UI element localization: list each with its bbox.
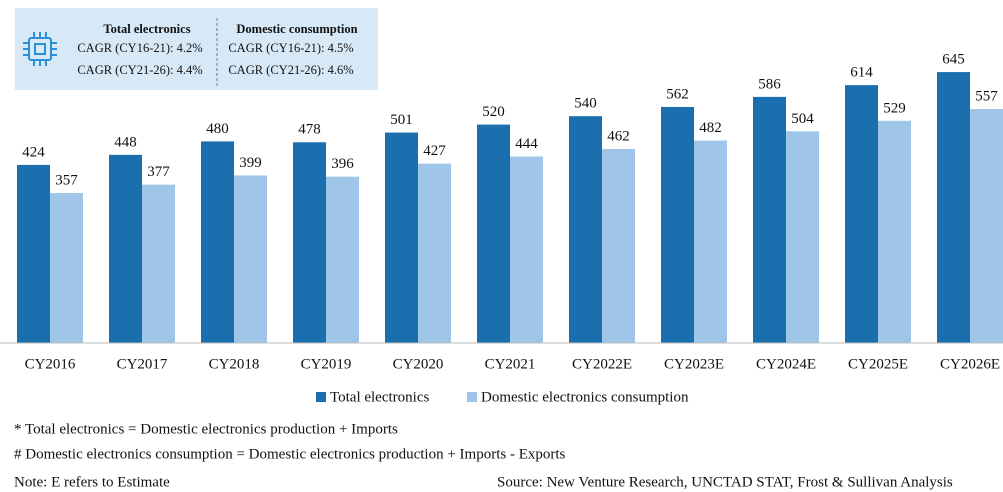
legend-swatch — [467, 392, 477, 402]
source: Source: New Venture Research, UNCTAD STA… — [497, 474, 953, 490]
bar — [50, 193, 83, 343]
x-tick-label: CY2023E — [664, 356, 724, 372]
bar — [937, 72, 970, 343]
cagr-line: CAGR (CY16-21): 4.5% — [228, 41, 353, 55]
value-label: 480 — [206, 121, 229, 137]
x-tick-label: CY2016 — [25, 356, 76, 372]
value-label: 614 — [850, 65, 873, 81]
value-label: 645 — [942, 52, 965, 68]
box-heading: Total electronics — [103, 22, 190, 36]
value-label: 529 — [883, 100, 906, 116]
x-tick-label: CY2019 — [301, 356, 352, 372]
chip-icon — [23, 32, 57, 66]
value-label: 427 — [423, 143, 446, 159]
value-label: 562 — [666, 86, 689, 102]
legend-label: Total electronics — [330, 389, 429, 405]
value-label: 462 — [607, 128, 630, 144]
bar — [234, 175, 267, 343]
bar — [569, 116, 602, 343]
bar — [694, 140, 727, 343]
bar — [477, 124, 510, 343]
bar — [418, 163, 451, 343]
value-label: 482 — [699, 120, 722, 136]
legend-label: Domestic electronics consumption — [481, 389, 689, 405]
bar — [878, 120, 911, 343]
value-label: 586 — [758, 76, 781, 92]
cagr-box: Total electronics CAGR (CY16-21): 4.2% C… — [15, 8, 378, 90]
value-label: 501 — [390, 112, 413, 128]
value-label: 444 — [515, 136, 538, 152]
bar — [602, 148, 635, 343]
bar — [17, 164, 50, 343]
cagr-line: CAGR (CY16-21): 4.2% — [77, 41, 202, 55]
bar — [845, 85, 878, 344]
bar — [786, 131, 819, 343]
value-label: 478 — [298, 122, 321, 138]
bar — [293, 142, 326, 343]
bar — [201, 141, 234, 343]
bar — [109, 154, 142, 343]
x-tick-label: CY2018 — [209, 356, 260, 372]
bar — [142, 184, 175, 343]
x-tick-label: CY2025E — [848, 356, 908, 372]
footnote: # Domestic electronics consumption = Dom… — [14, 446, 566, 462]
value-label: 399 — [239, 155, 262, 171]
value-label: 424 — [22, 144, 45, 160]
bar — [385, 132, 418, 343]
footnote: * Total electronics = Domestic electroni… — [14, 421, 398, 437]
x-tick-label: CY2026E — [940, 356, 1000, 372]
value-label: 504 — [791, 111, 814, 127]
value-label: 540 — [574, 96, 597, 112]
value-label: 396 — [331, 156, 354, 172]
value-label: 520 — [482, 104, 505, 120]
x-tick-label: CY2024E — [756, 356, 816, 372]
box-heading: Domestic consumption — [236, 22, 357, 36]
x-tick-label: CY2022E — [572, 356, 632, 372]
note: Note: E refers to Estimate — [14, 474, 170, 490]
value-label: 557 — [975, 88, 998, 104]
bar — [970, 109, 1003, 343]
bar — [753, 96, 786, 343]
x-tick-label: CY2017 — [117, 356, 168, 372]
bar — [510, 156, 543, 343]
x-tick-label: CY2020 — [393, 356, 444, 372]
value-label: 357 — [55, 172, 78, 188]
x-tick-label: CY2021 — [485, 356, 536, 372]
bar — [326, 176, 359, 343]
value-label: 448 — [114, 134, 137, 150]
cagr-box-bg — [15, 8, 378, 90]
cagr-line: CAGR (CY21-26): 4.6% — [228, 63, 353, 77]
value-label: 377 — [147, 164, 170, 180]
bar — [661, 106, 694, 344]
cagr-line: CAGR (CY21-26): 4.4% — [77, 63, 202, 77]
legend-swatch — [316, 392, 326, 402]
